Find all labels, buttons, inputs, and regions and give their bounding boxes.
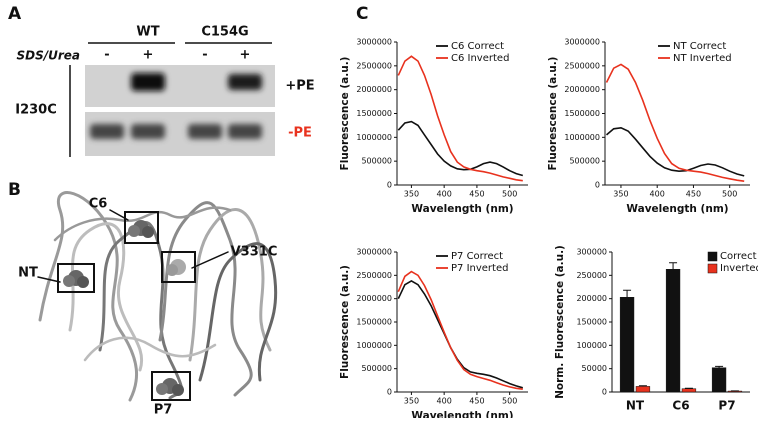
legend-label: Correct (720, 251, 757, 262)
x-tick-label: 350 (613, 190, 628, 199)
x-tick-label: 500 (502, 190, 517, 199)
y-tick-label: 200000 (576, 294, 607, 303)
legend-swatch (708, 264, 717, 273)
bar (666, 269, 680, 392)
y-tick-label: 500000 (361, 157, 392, 166)
bar (620, 297, 634, 392)
y-tick-label: 1000000 (564, 133, 600, 142)
legend-label: C6 Correct (451, 41, 504, 52)
site-label: C6 (89, 197, 108, 212)
x-tick-label: P7 (718, 399, 735, 413)
site-label: V331C (231, 245, 278, 260)
y-tick-label: 1500000 (356, 109, 392, 118)
row-label: +PE (285, 79, 314, 94)
y-tick-label: 3000000 (356, 248, 392, 257)
y-tick-label: 3000000 (564, 38, 600, 47)
lane-label: + (143, 48, 154, 63)
y-tick-label: 500000 (569, 157, 600, 166)
structure (38, 193, 276, 400)
line (607, 64, 745, 181)
bar (636, 386, 650, 392)
y-tick-label: 0 (602, 388, 607, 397)
x-tick-label: 400 (437, 190, 452, 199)
y-axis-label: Norm. Fluorescence (a.u.) (554, 245, 566, 399)
y-tick-label: 0 (387, 388, 392, 397)
treatment-label: SDS/Urea (16, 49, 80, 63)
line (398, 281, 523, 388)
x-tick-label: 350 (404, 397, 419, 406)
column-header: WT (136, 25, 159, 40)
y-tick-label: 1500000 (564, 109, 600, 118)
band (131, 124, 165, 139)
y-tick-label: 500000 (361, 364, 392, 373)
bar (712, 368, 726, 392)
bar (682, 389, 696, 392)
lane-label: - (202, 48, 207, 63)
lane-label: + (240, 48, 251, 63)
panel-label: B (8, 180, 21, 200)
x-axis-label: Wavelength (nm) (411, 203, 513, 215)
y-tick-label: 100000 (576, 341, 607, 350)
y-tick-label: 150000 (576, 318, 607, 327)
y-tick-label: 2500000 (356, 271, 392, 280)
x-tick-label: 450 (686, 190, 701, 199)
band (131, 73, 165, 91)
band (228, 124, 262, 139)
legend-label: P7 Inverted (451, 263, 508, 274)
y-tick-label: 1000000 (356, 341, 392, 350)
y-tick-label: 2500000 (356, 61, 392, 70)
panel-label: C (356, 4, 368, 24)
legend-label: C6 Inverted (451, 53, 509, 64)
x-tick-label: 450 (469, 397, 484, 406)
x-tick-label: 400 (437, 397, 452, 406)
line (398, 56, 523, 180)
y-tick-label: 2000000 (356, 85, 392, 94)
x-tick-label: 450 (469, 190, 484, 199)
line (398, 272, 523, 390)
row-label: -PE (288, 126, 312, 141)
site-label: P7 (154, 403, 173, 418)
panel-label: A (8, 4, 22, 24)
x-axis-label: Wavelength (nm) (626, 203, 728, 215)
band (188, 124, 222, 139)
y-tick-label: 1000000 (356, 133, 392, 142)
y-axis-label: Fluorescence (a.u.) (339, 57, 351, 171)
x-tick-label: 500 (722, 190, 737, 199)
y-tick-label: 1500000 (356, 318, 392, 327)
legend-label: NT Inverted (673, 53, 732, 64)
error-bar (623, 290, 631, 297)
y-axis-label: Fluorescence (a.u.) (547, 57, 559, 171)
x-tick-label: NT (626, 399, 645, 413)
y-tick-label: 2000000 (356, 294, 392, 303)
lane-label: - (104, 48, 109, 63)
x-tick-label: 500 (502, 397, 517, 406)
band (90, 124, 124, 139)
y-tick-label: 3000000 (356, 38, 392, 47)
y-tick-label: 0 (595, 181, 600, 190)
x-tick-label: 350 (404, 190, 419, 199)
y-tick-label: 0 (387, 181, 392, 190)
y-tick-label: 250000 (576, 271, 607, 280)
line (398, 122, 523, 176)
x-axis-label: Wavelength (nm) (411, 410, 513, 418)
x-tick-label: 400 (650, 190, 665, 199)
y-axis-label: Fluorescence (a.u.) (339, 265, 351, 379)
blot: WT C154G SDS/Urea - + - + +PE -PE I230C (15, 25, 314, 158)
legend-label: P7 Correct (451, 251, 503, 262)
sample-label: I230C (15, 103, 57, 118)
x-tick-label: C6 (672, 399, 689, 413)
error-bar (669, 263, 677, 270)
y-tick-label: 300000 (576, 248, 607, 257)
line (607, 128, 745, 176)
band (228, 74, 262, 90)
legend-label: NT Correct (673, 41, 726, 52)
legend-label: Inverted (720, 263, 758, 274)
site-label: NT (18, 266, 38, 281)
column-header: C154G (201, 25, 248, 40)
legend-swatch (708, 252, 717, 261)
y-tick-label: 2000000 (564, 85, 600, 94)
y-tick-label: 50000 (582, 364, 607, 373)
y-tick-label: 2500000 (564, 61, 600, 70)
